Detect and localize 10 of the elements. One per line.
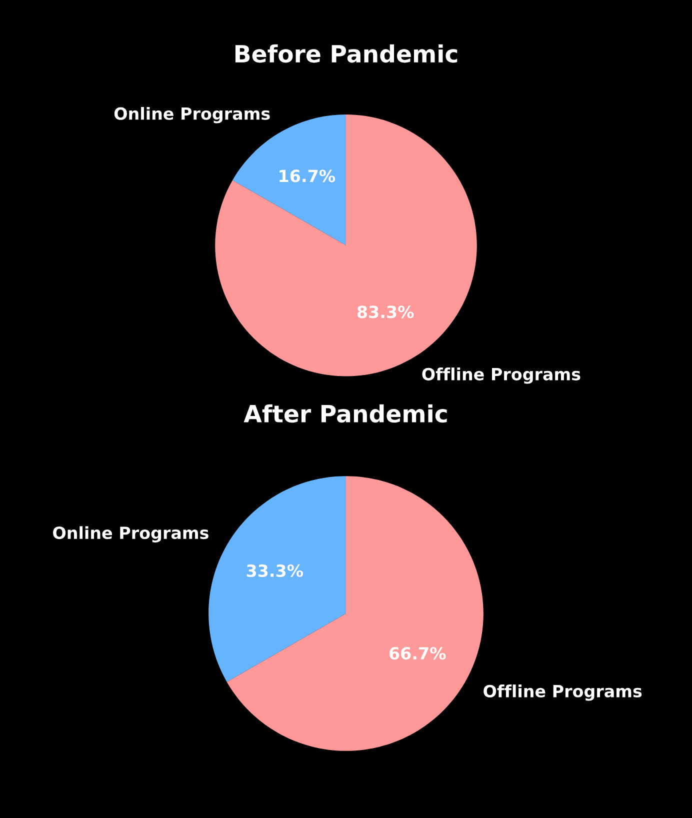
data-label: 66.7%	[389, 647, 446, 660]
slice-label: Online Programs	[53, 526, 208, 542]
slice-label: Offline Programs	[484, 684, 642, 701]
data-label: 33.3%	[246, 564, 304, 578]
slice-label: Online Programs	[114, 107, 270, 124]
chart-title: Before Pandemic	[235, 44, 458, 63]
slice-label: Offline Programs	[422, 368, 580, 384]
chart-title: After Pandemic	[244, 404, 447, 423]
data-label: 16.7%	[280, 170, 336, 182]
data-label: 83.3%	[357, 306, 414, 318]
